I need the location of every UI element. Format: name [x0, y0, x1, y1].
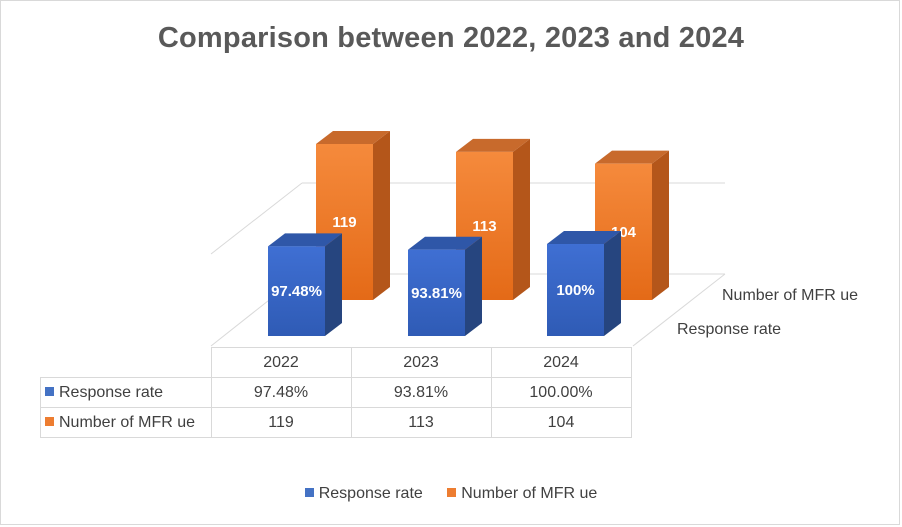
table-header-row: 2022 2023 2024 — [40, 347, 632, 378]
table-rowhead-response-rate-label: Response rate — [59, 383, 164, 401]
legend-label-mfr-ue: Number of MFR ue — [461, 485, 598, 502]
table-rowhead-response-rate: Response rate — [40, 377, 212, 408]
response-rate-swatch-icon — [45, 386, 54, 396]
bar-side-mfr-ue-2023 — [513, 138, 530, 300]
mfr-ue-swatch-icon — [45, 416, 54, 426]
table-row-mfr-ue: Number of MFR ue 119 113 104 — [40, 407, 632, 438]
bar-side-mfr-ue-2022 — [373, 131, 390, 300]
data-label-response-rate-2024: 100% — [556, 282, 594, 299]
legend-swatch-mfr-ue-icon — [447, 488, 457, 497]
table-rowhead-mfr-ue-label: Number of MFR ue — [59, 413, 196, 431]
legend: Response rate Number of MFR ue — [0, 485, 902, 503]
legend-label-response-rate: Response rate — [318, 485, 423, 502]
bar-response-rate-2024: 100% — [547, 231, 621, 336]
bar-top-mfr-ue-2022 — [316, 131, 390, 144]
table-corner — [40, 347, 212, 378]
table-header-2024: 2024 — [490, 347, 632, 378]
bar-side-response-rate-2022 — [325, 233, 342, 336]
table-header-2022: 2022 — [210, 347, 352, 378]
bar-front-response-rate-2024 — [547, 244, 604, 336]
bar-top-response-rate-2022 — [268, 233, 342, 247]
table-cell-mfr-ue-2024: 104 — [490, 407, 632, 438]
data-label-mfr-ue-2023: 113 — [472, 218, 496, 235]
bar-top-mfr-ue-2023 — [456, 138, 530, 152]
bar-top-mfr-ue-2024 — [595, 150, 669, 164]
table-cell-response-rate-2024: 100.00% — [490, 377, 632, 408]
table-cell-mfr-ue-2023: 113 — [350, 407, 492, 438]
data-label-mfr-ue-2022: 119 — [332, 214, 356, 231]
bar-front-response-rate-2023 — [408, 249, 465, 336]
bar-response-rate-2022: 97.48% — [268, 233, 342, 336]
bar-front-response-rate-2022 — [268, 246, 325, 336]
table-rowhead-mfr-ue: Number of MFR ue — [40, 407, 212, 438]
bar-side-response-rate-2023 — [465, 236, 482, 336]
bar-response-rate-2023: 93.81% — [408, 236, 482, 336]
series-axis-label-response-rate: Response rate — [677, 321, 781, 338]
bar-side-response-rate-2024 — [604, 231, 621, 336]
data-table: 2022 2023 2024 Response rate 97.48% 93.8… — [40, 347, 632, 438]
data-label-response-rate-2023: 93.81% — [411, 285, 462, 302]
table-cell-response-rate-2023: 93.81% — [350, 377, 492, 408]
series-axis-label-mfr-ue: Number of MFR ue — [722, 287, 858, 304]
legend-item-response-rate: Response rate — [304, 485, 423, 503]
legend-swatch-response-rate-icon — [304, 488, 314, 497]
table-cell-mfr-ue-2022: 119 — [210, 407, 352, 438]
bar-top-response-rate-2024 — [547, 231, 621, 244]
table-cell-response-rate-2022: 97.48% — [210, 377, 352, 408]
table-row-response-rate: Response rate 97.48% 93.81% 100.00% — [40, 377, 632, 408]
labels-layer: Response rate Number of MFR ue — [677, 287, 858, 338]
bar-top-response-rate-2023 — [408, 236, 482, 250]
chart-title: Comparison between 2022, 2023 and 2024 — [157, 22, 745, 54]
table-header-2023: 2023 — [350, 347, 492, 378]
bar-side-mfr-ue-2024 — [652, 150, 669, 300]
legend-item-mfr-ue: Number of MFR ue — [447, 485, 597, 503]
data-label-response-rate-2022: 97.48% — [271, 283, 322, 300]
